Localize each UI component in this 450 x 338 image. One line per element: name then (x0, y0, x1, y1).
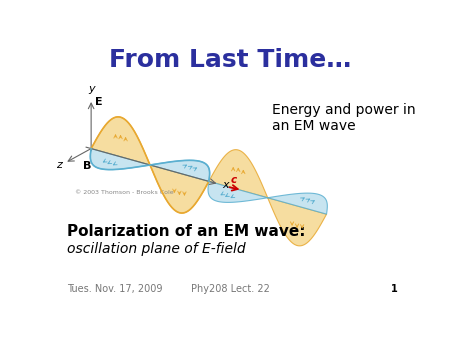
Polygon shape (268, 193, 327, 214)
Polygon shape (268, 198, 327, 246)
Text: Phy208 Lect. 22: Phy208 Lect. 22 (191, 284, 270, 294)
Polygon shape (90, 149, 150, 170)
Text: x: x (222, 180, 229, 190)
Text: Tues. Nov. 17, 2009: Tues. Nov. 17, 2009 (67, 284, 162, 294)
Text: E: E (95, 97, 103, 107)
Polygon shape (209, 150, 268, 198)
Text: Polarization of an EM wave:: Polarization of an EM wave: (67, 224, 305, 239)
Polygon shape (91, 117, 150, 165)
Text: © 2003 Thomson - Brooks Cole: © 2003 Thomson - Brooks Cole (76, 190, 174, 195)
Text: Energy and power in
an EM wave: Energy and power in an EM wave (273, 103, 416, 133)
Text: z: z (56, 160, 62, 170)
Text: B: B (82, 161, 91, 171)
Polygon shape (208, 182, 268, 202)
Text: 1: 1 (391, 284, 398, 294)
Text: From Last Time…: From Last Time… (109, 48, 352, 72)
Polygon shape (150, 160, 210, 182)
Text: y: y (88, 84, 94, 94)
Polygon shape (150, 165, 209, 213)
Text: oscillation plane of E-field: oscillation plane of E-field (67, 242, 245, 256)
Text: c: c (231, 175, 237, 185)
